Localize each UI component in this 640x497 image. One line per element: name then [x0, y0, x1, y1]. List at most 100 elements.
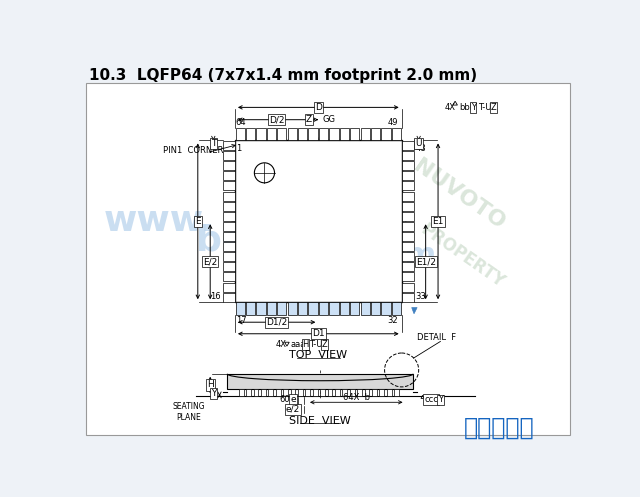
Bar	[402, 212, 414, 221]
Bar	[223, 293, 235, 302]
Bar	[287, 128, 297, 141]
Text: 1: 1	[237, 144, 242, 153]
Bar	[350, 389, 355, 396]
Bar	[298, 128, 307, 141]
Bar	[402, 252, 414, 261]
Bar	[340, 128, 349, 141]
Bar	[330, 128, 339, 141]
Bar	[257, 128, 266, 141]
Bar	[308, 128, 317, 141]
Bar	[350, 302, 360, 315]
Text: 64X  b: 64X b	[343, 393, 370, 402]
Bar	[402, 222, 414, 231]
Bar	[387, 389, 392, 396]
Text: 16: 16	[210, 292, 220, 301]
Bar	[246, 128, 255, 141]
Bar	[223, 242, 235, 251]
Bar	[342, 389, 348, 396]
Bar	[246, 389, 251, 396]
Bar	[402, 192, 414, 201]
Text: D: D	[315, 103, 322, 112]
Text: SEATING
PLANE: SEATING PLANE	[172, 402, 205, 421]
Text: 4X: 4X	[276, 340, 287, 349]
Bar	[223, 141, 235, 150]
Text: E1: E1	[433, 217, 444, 226]
Circle shape	[254, 163, 275, 183]
Bar	[223, 162, 235, 170]
Bar	[381, 302, 390, 315]
Text: bbb: bbb	[459, 103, 475, 112]
Bar	[239, 389, 244, 396]
Text: H: H	[303, 340, 309, 349]
Bar	[371, 128, 380, 141]
Bar	[267, 302, 276, 315]
Bar	[360, 302, 370, 315]
Text: NUVOTO: NUVOTO	[410, 156, 508, 233]
Text: DETAIL  F: DETAIL F	[417, 333, 456, 342]
Bar	[328, 389, 332, 396]
Bar	[305, 389, 310, 396]
Text: T: T	[211, 139, 216, 148]
Bar	[319, 302, 328, 315]
Bar	[381, 128, 390, 141]
Text: bearing: bearing	[196, 224, 353, 257]
Bar	[227, 374, 413, 389]
Text: e: e	[291, 396, 296, 405]
Bar	[394, 389, 399, 396]
Text: Y: Y	[470, 103, 476, 112]
Bar	[235, 141, 402, 302]
Text: 32: 32	[388, 316, 398, 325]
Text: D/2: D/2	[269, 115, 284, 124]
Bar	[402, 181, 414, 190]
Text: e/2: e/2	[286, 405, 300, 414]
Bar	[320, 389, 325, 396]
Text: Z: Z	[491, 103, 497, 112]
Text: PIN1  CORNER: PIN1 CORNER	[163, 146, 223, 155]
Bar	[319, 128, 328, 141]
Text: 10.3  LQFP64 (7x7x1.4 mm footprint 2.0 mm): 10.3 LQFP64 (7x7x1.4 mm footprint 2.0 mm…	[90, 68, 477, 83]
Text: H: H	[207, 381, 214, 390]
Text: Z: Z	[322, 340, 328, 349]
Bar	[402, 202, 414, 211]
Bar	[298, 389, 303, 396]
Text: Y: Y	[211, 389, 216, 398]
Bar	[380, 389, 384, 396]
Bar	[223, 283, 235, 292]
Bar	[223, 202, 235, 211]
Bar	[308, 302, 317, 315]
Text: SIDE  VIEW: SIDE VIEW	[289, 416, 351, 426]
Bar	[357, 389, 362, 396]
Text: 64: 64	[236, 118, 246, 127]
Bar	[236, 302, 245, 315]
Text: E: E	[195, 217, 200, 226]
Text: E1/2: E1/2	[415, 257, 436, 266]
Bar	[291, 389, 296, 396]
Bar	[223, 272, 235, 281]
Bar	[392, 302, 401, 315]
Text: U: U	[415, 139, 422, 148]
Text: Z: Z	[306, 115, 312, 124]
Bar	[392, 128, 401, 141]
Bar	[223, 151, 235, 160]
Text: 49: 49	[388, 118, 398, 127]
Bar	[223, 222, 235, 231]
Bar	[365, 389, 369, 396]
Bar	[287, 302, 297, 315]
Text: 48: 48	[415, 144, 426, 153]
Bar	[340, 302, 349, 315]
Bar	[402, 242, 414, 251]
Text: 33: 33	[415, 292, 426, 301]
Text: T-U: T-U	[477, 103, 491, 112]
Bar	[223, 252, 235, 261]
Text: E/2: E/2	[203, 257, 218, 266]
Bar	[223, 171, 235, 180]
Bar	[350, 128, 360, 141]
Bar	[402, 262, 414, 271]
Text: PROPERTY: PROPERTY	[417, 221, 508, 292]
Bar	[223, 232, 235, 241]
Bar	[276, 389, 281, 396]
Bar	[402, 283, 414, 292]
Bar	[402, 162, 414, 170]
Text: 17: 17	[236, 316, 246, 325]
Text: T-U: T-U	[308, 340, 322, 349]
